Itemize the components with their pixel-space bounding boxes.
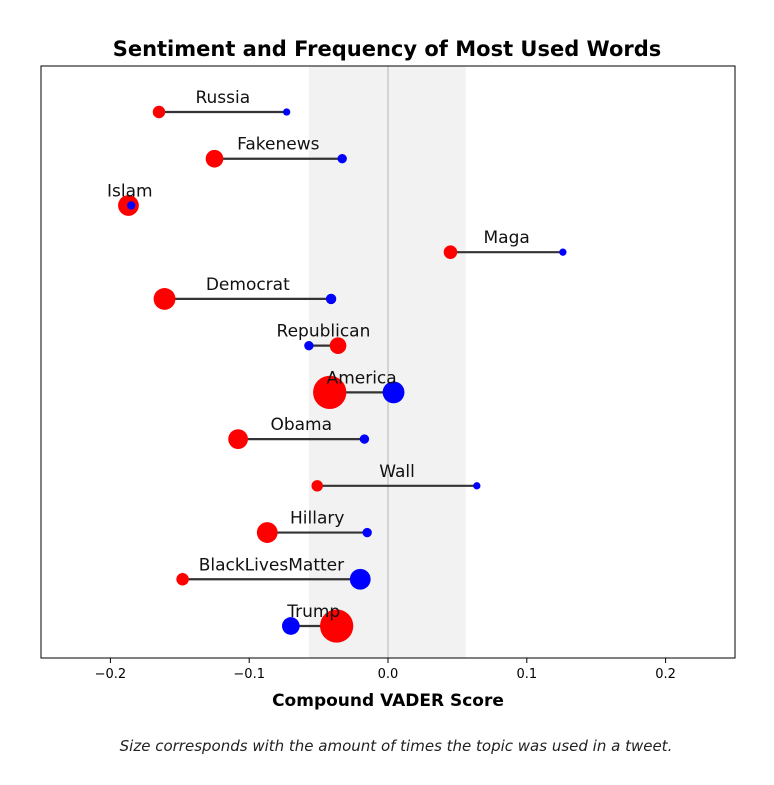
word-label: America	[327, 368, 397, 388]
x-axis: −0.2 −0.1 0.0 0.1 0.2	[95, 658, 676, 682]
blue-point	[127, 201, 136, 210]
plot-area: Russia Fakenews Islam Maga Democrat Republica…	[40, 65, 736, 659]
blue-point	[283, 108, 291, 116]
red-point	[228, 429, 248, 449]
red-point	[329, 337, 347, 354]
word-label: BlackLivesMatter	[199, 555, 344, 575]
word-row-america: America	[313, 368, 405, 410]
red-point	[443, 245, 458, 259]
red-point	[153, 287, 176, 310]
x-tick-label: −0.1	[233, 667, 265, 682]
blue-point	[473, 482, 481, 490]
word-row-blacklivesmatter: BlackLivesMatter	[176, 555, 371, 590]
word-label: Trump	[286, 602, 340, 622]
x-tick-label: 0.2	[655, 667, 676, 682]
word-label: Fakenews	[237, 135, 319, 155]
word-row-trump: Trump	[282, 602, 354, 643]
x-tick-label: 0.0	[378, 667, 399, 682]
word-row-wall: Wall	[311, 462, 481, 492]
red-point	[313, 375, 347, 410]
word-label: Hillary	[290, 509, 344, 529]
word-row-democrat: Democrat	[153, 275, 337, 310]
blue-point	[304, 340, 314, 351]
red-point	[176, 573, 189, 586]
word-label: Obama	[270, 415, 332, 435]
word-row-hillary: Hillary	[256, 509, 372, 543]
blue-point	[325, 293, 337, 305]
word-row-obama: Obama	[228, 415, 370, 449]
chart-caption: Size corresponds with the amount of time…	[120, 737, 673, 755]
word-row-fakenews: Fakenews	[205, 135, 347, 168]
blue-point	[349, 568, 371, 590]
blue-point	[362, 527, 372, 538]
blue-point	[559, 248, 567, 256]
word-label: Democrat	[206, 275, 290, 295]
word-row-maga: Maga	[443, 228, 567, 259]
blue-point	[337, 154, 347, 164]
x-axis-label: Compound VADER Score	[272, 691, 504, 711]
blue-point	[359, 434, 370, 444]
word-label: Islam	[107, 181, 153, 201]
word-label: Russia	[195, 88, 250, 108]
x-tick-label: 0.1	[516, 667, 537, 682]
red-point	[256, 522, 278, 543]
red-point	[152, 105, 166, 119]
red-point	[205, 149, 224, 168]
neutral-band	[308, 66, 466, 658]
word-row-russia: Russia	[152, 88, 291, 119]
word-label: Wall	[379, 462, 415, 482]
word-row-republican: Republican	[277, 322, 371, 354]
word-row-islam: Islam	[107, 181, 153, 216]
word-label: Maga	[484, 228, 530, 248]
chart-title: Sentiment and Frequency of Most Used Wor…	[113, 37, 662, 61]
x-tick-label: −0.2	[95, 667, 127, 682]
red-point	[320, 609, 354, 643]
blue-point	[282, 617, 300, 635]
blue-point	[382, 381, 405, 404]
red-point	[311, 480, 323, 492]
word-label: Republican	[277, 322, 371, 342]
